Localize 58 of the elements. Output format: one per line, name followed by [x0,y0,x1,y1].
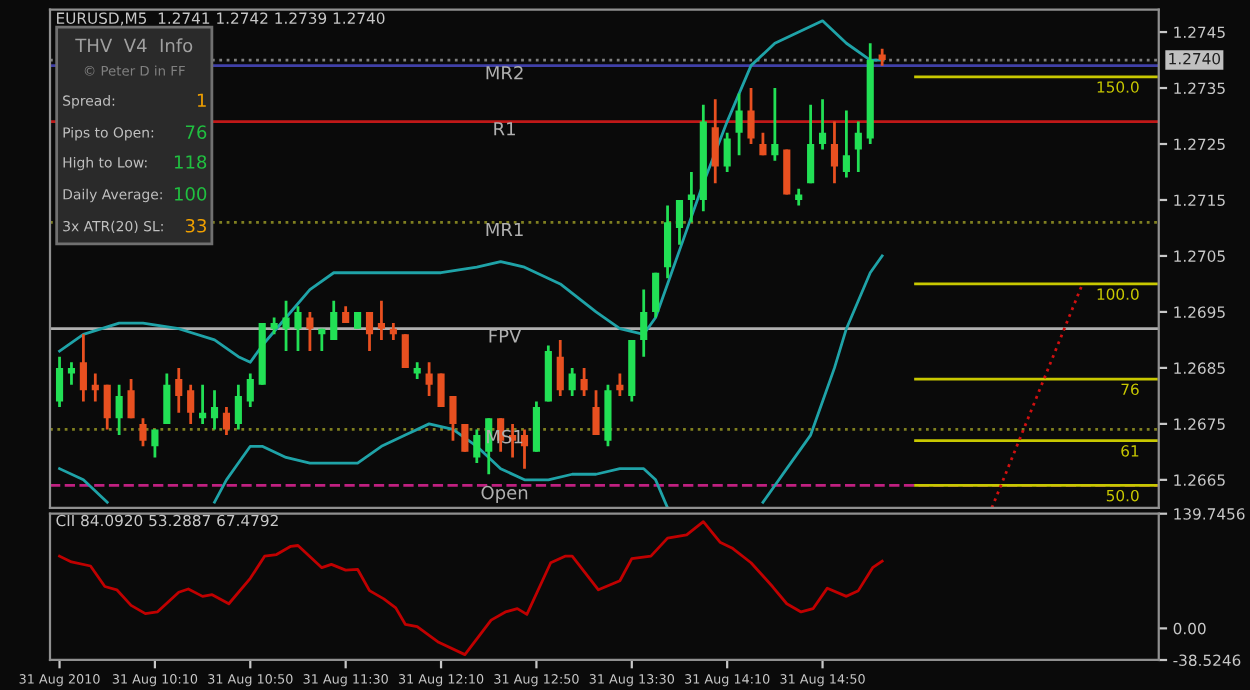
candlestick [663,204,672,280]
candlestick [294,304,302,353]
candlestick [306,310,314,353]
ref-line-label: MS1 [487,429,523,444]
candlestick [830,120,839,185]
candlestick [687,170,695,224]
ref-line-label: MR2 [486,65,523,80]
candlestick [401,332,409,370]
candlestick [592,388,600,437]
annotation: THV V4 Info [75,38,193,53]
candlestick [115,383,123,437]
ref-line-label: MR1 [486,222,523,237]
candlestick [103,383,111,431]
candlestick [640,288,648,359]
candlestick [842,109,850,179]
annotation: 76 [185,125,207,139]
candlestick [568,366,576,398]
candlestick [723,131,731,174]
candlestick [210,388,219,431]
candlestick [652,271,660,319]
annotation: 118 [174,155,207,169]
candlestick [711,97,719,185]
candlestick [854,120,862,174]
candlestick [520,428,529,471]
candlestick [175,366,183,415]
candlestick [747,86,755,146]
candlestick [437,372,445,409]
ref-line-label: R1 [494,122,515,136]
candlestick [556,338,564,398]
candlestick [532,400,540,454]
candlestick [151,428,159,459]
annotation: 1 [197,93,206,107]
candlestick [187,383,195,426]
candlestick [377,299,386,342]
candlestick [127,377,135,420]
candlestick [365,310,374,353]
candlestick [449,394,457,443]
ref-line-label: Open [481,485,528,503]
candlestick [807,103,815,185]
candlestick [818,97,827,151]
candlestick [425,360,433,398]
candlestick [675,198,684,247]
candlestick [246,372,254,409]
candlestick [163,372,171,426]
candlestick [79,332,87,403]
candlestick [735,92,743,157]
candlestick [139,416,147,448]
candlestick [234,383,242,431]
candlestick [330,299,338,342]
annotation: 100 [174,187,207,201]
candlestick [282,299,290,353]
candlestick [55,355,64,409]
candlestick [580,366,588,398]
candlestick [461,422,469,454]
candlestick [771,86,779,163]
candlestick [222,405,231,437]
annotation: 33 [185,218,206,233]
candlestick [473,428,481,465]
